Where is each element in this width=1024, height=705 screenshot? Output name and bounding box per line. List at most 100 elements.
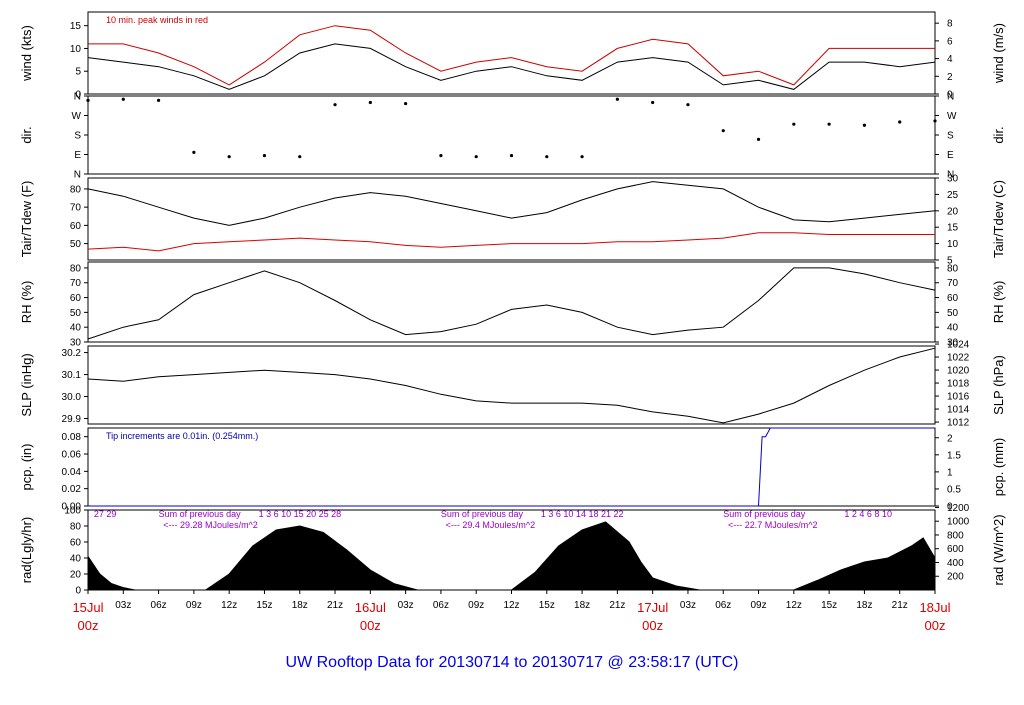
slp-ytick-label-right: 1016 — [947, 392, 970, 403]
slp-ytick-label-left: 30.0 — [62, 392, 82, 403]
pcp-ylabel-left: pcp. (in) — [19, 444, 34, 491]
temp-ytick-label-left: 80 — [70, 184, 82, 195]
rad-panel: 0 20 40 60 80 100 200 400 600 800 1000 1200 rad(Lgly… — [19, 503, 1006, 597]
x-day-time-label: 00z — [78, 618, 99, 633]
wind-annotation: 10 min. peak winds in red — [106, 15, 208, 25]
rh-series-RH — [87, 267, 936, 340]
rh-ytick-label-right: 60 — [947, 293, 959, 304]
wind-ytick-label-left: 5 — [75, 67, 81, 78]
rh-panel: 30 40 50 60 70 80 30 40 50 60 70 80 RH (%) RH (%) — [19, 261, 1006, 349]
x-day-time-label: 00z — [642, 618, 663, 633]
rh-ytick-label-left: 70 — [70, 278, 82, 289]
slp-series-SLP — [87, 347, 936, 424]
wind-ytick-label-right: 4 — [947, 54, 953, 65]
rh-ylabel-left: RH (%) — [19, 281, 34, 324]
dir-point — [333, 103, 337, 107]
x-tick-label: 12z — [503, 600, 519, 611]
rh-ytick-label-right: 70 — [947, 278, 959, 289]
pcp-ytick-label-left: 0.04 — [62, 467, 82, 478]
temp-ytick-label-left: 70 — [70, 203, 82, 214]
slp-ytick-label-right: 1024 — [947, 340, 970, 351]
dir-ylabel-right: dir. — [991, 126, 1006, 143]
x-tick-label: 03z — [398, 600, 414, 611]
dir-ytick-label-right: N — [947, 170, 954, 181]
x-tick-label: 09z — [750, 600, 766, 611]
rad-ytick-label-left: 0 — [75, 586, 81, 597]
dir-point — [298, 155, 302, 159]
temp-ytick-label-right: 5 — [947, 256, 953, 267]
dir-point — [792, 122, 796, 126]
rad-ytick-label-right: 400 — [947, 558, 964, 569]
x-day-label: 16Jul — [355, 600, 386, 615]
rad-top-label: <--- 29.28 MJoules/m^2 — [163, 520, 258, 530]
rad-area — [87, 521, 936, 591]
wind-ytick-label-left: 15 — [70, 21, 82, 32]
rad-top-label: 1 2 4 6 8 10 — [844, 509, 892, 519]
x-tick-label: 03z — [680, 600, 696, 611]
temp-series-Tdew — [87, 232, 935, 252]
rad-ytick-label-left: 20 — [70, 570, 82, 581]
temp-ytick-label-right: 30 — [947, 174, 959, 185]
rad-ytick-label-left: 80 — [70, 522, 82, 533]
pcp-ytick-label-left: 0.08 — [62, 432, 82, 443]
slp-ytick-label-right: 1012 — [947, 418, 970, 429]
temp-series-Tair — [87, 181, 936, 226]
x-tick-label: 12z — [221, 600, 237, 611]
x-day-label: 18Jul — [919, 600, 950, 615]
dir-point — [615, 97, 619, 101]
slp-ylabel-left: SLP (inHg) — [19, 353, 34, 416]
temp-ytick-label-right: 20 — [947, 206, 959, 217]
x-day-time-label: 00z — [360, 618, 381, 633]
rh-ytick-label-left: 60 — [70, 293, 82, 304]
pcp-ytick-label-right: 0.5 — [947, 484, 961, 495]
rad-top-label: 27 29 — [94, 509, 117, 519]
dir-point — [121, 97, 125, 101]
x-tick-label: 06z — [433, 600, 449, 611]
dir-ytick-label-right: W — [947, 111, 957, 122]
rad-ytick-label-left: 40 — [70, 554, 82, 565]
wind-ylabel-left: wind (kts) — [19, 25, 34, 82]
dir-point — [898, 120, 902, 124]
x-tick-label: 21z — [327, 600, 343, 611]
slp-ytick-label-right: 1022 — [947, 353, 970, 364]
rad-top-label: Sum of previous day — [723, 509, 806, 519]
dir-point — [580, 155, 584, 159]
wind-ytick-label-left: 0 — [75, 90, 81, 101]
x-tick-label: 21z — [609, 600, 625, 611]
slp-frame — [87, 345, 936, 425]
dir-point — [404, 101, 408, 106]
rh-ytick-label-right: 50 — [947, 308, 959, 319]
rad-ytick-label-right: 1200 — [947, 503, 970, 514]
pcp-ytick-label-left: 0.02 — [62, 484, 82, 495]
rh-ytick-label-left: 80 — [70, 263, 82, 274]
slp-ytick-label-left: 30.1 — [62, 370, 82, 381]
wind-ytick-label-right: 2 — [947, 72, 953, 83]
rh-ytick-label-right: 40 — [947, 323, 959, 334]
dir-frame — [87, 95, 936, 175]
wind-series-peak — [88, 25, 935, 86]
rad-ytick-label-right: 200 — [947, 572, 964, 583]
dir-point — [474, 155, 478, 159]
dir-ytick-label-left: S — [74, 131, 81, 142]
dir-point — [862, 123, 867, 127]
dir-point — [368, 100, 372, 105]
dir-point — [721, 129, 725, 133]
dir-ytick-label-right: N — [947, 92, 954, 103]
pcp-ytick-label-left: 0.06 — [62, 450, 82, 461]
dir-point — [192, 150, 196, 154]
rad-ytick-label-right: 1000 — [947, 517, 970, 528]
temp-ytick-label-right: 25 — [947, 190, 959, 201]
x-day-label: 17Jul — [637, 600, 668, 615]
dir-ytick-label-left: N — [74, 170, 81, 181]
rad-top-label: <--- 22.7 MJoules/m^2 — [728, 520, 818, 530]
rad-top-label: Sum of previous day — [159, 509, 242, 519]
pcp-ylabel-right: pcp. (mm) — [991, 438, 1006, 497]
x-tick-label: 09z — [468, 600, 484, 611]
dir-point — [686, 103, 690, 107]
rad-ytick-label-right: 600 — [947, 544, 964, 555]
rh-ytick-label-left: 40 — [70, 323, 82, 334]
slp-ytick-label-left: 30.2 — [62, 348, 82, 359]
pcp-panel: 0.00 0.02 0.04 0.06 0.08 0 0.5 1 1.5 2 pcp. (in) pc… — [19, 427, 1006, 513]
slp-panel: 29.9 30.0 30.1 30.2 1012 1014 1016 1018 1020 1022… — [19, 340, 1006, 429]
pcp-series-pcp — [88, 427, 935, 507]
